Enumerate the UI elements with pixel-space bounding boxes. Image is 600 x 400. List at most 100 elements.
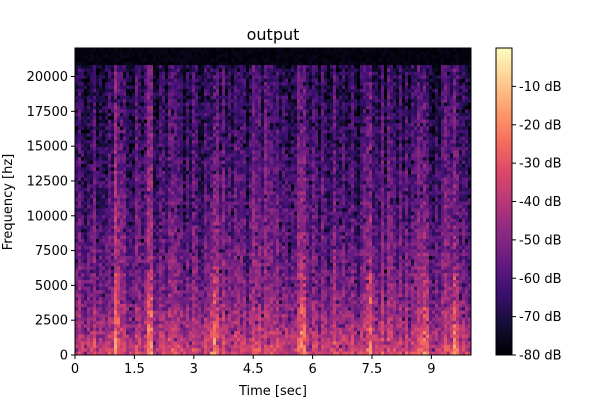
spectrogram-cell — [189, 266, 193, 271]
spectrogram-cell — [114, 215, 118, 219]
spectrogram-cell — [195, 51, 199, 56]
spectrogram-cell — [126, 143, 130, 148]
spectrogram-cell — [207, 307, 211, 312]
spectrogram-cell — [225, 211, 229, 216]
spectrogram-cell — [159, 133, 163, 138]
spectrogram-cell — [171, 184, 175, 189]
spectrogram-cell — [126, 204, 130, 209]
spectrogram-cell — [111, 300, 115, 305]
spectrogram-cell — [87, 184, 91, 189]
spectrogram-cell — [174, 317, 178, 322]
spectrogram-cell — [87, 225, 91, 230]
spectrogram-cell — [84, 331, 88, 335]
spectrogram-cell — [198, 273, 202, 277]
spectrogram-cell — [198, 129, 202, 134]
spectrogram-cell — [150, 303, 154, 308]
spectrogram-cell — [141, 320, 145, 325]
spectrogram-cell — [123, 116, 127, 121]
spectrogram-cell — [123, 54, 127, 59]
spectrogram-cell — [102, 300, 106, 305]
spectrogram-cell — [153, 61, 157, 66]
spectrogram-cell — [87, 58, 91, 63]
spectrogram-cell — [168, 105, 172, 110]
spectrogram-cell — [99, 286, 103, 291]
spectrogram-cell — [168, 344, 172, 349]
spectrogram-cell — [192, 348, 196, 352]
spectrogram-cell — [162, 119, 166, 124]
spectrogram-cell — [168, 109, 172, 114]
spectrogram-cell — [174, 331, 178, 335]
spectrogram-cell — [162, 327, 166, 332]
spectrogram-cell — [93, 351, 97, 355]
spectrogram-cell — [180, 119, 184, 124]
spectrogram-cell — [168, 235, 172, 240]
spectrogram-cell — [171, 65, 175, 69]
spectrogram-cell — [183, 286, 187, 291]
spectrogram-cell — [177, 92, 181, 97]
spectrogram-cell — [129, 286, 133, 291]
spectrogram-cell — [201, 341, 205, 346]
spectrogram-cell — [240, 129, 244, 134]
spectrogram-cell — [174, 310, 178, 315]
spectrogram-cell — [135, 218, 139, 223]
spectrogram-cell — [225, 92, 229, 97]
spectrogram-cell — [204, 109, 208, 114]
spectrogram-cell — [141, 170, 145, 175]
spectrogram-cell — [198, 58, 202, 63]
spectrogram-cell — [96, 54, 100, 59]
spectrogram-cell — [93, 221, 97, 226]
spectrogram-cell — [159, 119, 163, 124]
spectrogram-cell — [87, 174, 91, 179]
spectrogram-cell — [159, 344, 163, 349]
spectrogram-cell — [111, 286, 115, 291]
spectrogram-cell — [174, 286, 178, 291]
spectrogram-cell — [219, 184, 223, 189]
spectrogram-cell — [123, 344, 127, 349]
spectrogram-cell — [237, 65, 241, 69]
spectrogram-cell — [111, 65, 115, 69]
spectrogram-cell — [75, 174, 79, 179]
spectrogram-cell — [234, 211, 238, 216]
spectrogram-cell — [111, 102, 115, 107]
spectrogram-cell — [228, 337, 232, 342]
spectrogram-cell — [138, 320, 142, 325]
spectrogram-cell — [126, 116, 130, 121]
spectrogram-cell — [201, 297, 205, 301]
spectrogram-cell — [168, 133, 172, 138]
spectrogram-cell — [210, 51, 214, 56]
spectrogram-cell — [120, 283, 124, 288]
spectrogram-cell — [207, 61, 211, 66]
spectrogram-cell — [219, 58, 223, 63]
spectrogram-cell — [198, 181, 202, 185]
spectrogram-cell — [201, 65, 205, 69]
spectrogram-cell — [81, 153, 85, 158]
spectrogram-cell — [228, 300, 232, 305]
spectrogram-cell — [237, 245, 241, 250]
spectrogram-cell — [144, 286, 148, 291]
spectrogram-cell — [183, 58, 187, 63]
spectrogram-cell — [168, 198, 172, 202]
spectrogram-cell — [171, 167, 175, 172]
spectrogram-cell — [111, 303, 115, 308]
spectrogram-cell — [120, 348, 124, 352]
spectrogram-cell — [120, 276, 124, 281]
spectrogram-cell — [75, 143, 79, 148]
spectrogram-cell — [99, 245, 103, 250]
spectrogram-cell — [207, 239, 211, 243]
spectrogram-cell — [78, 119, 82, 124]
spectrogram-cell — [135, 102, 139, 107]
spectrogram-cell — [126, 95, 130, 100]
spectrogram-cell — [165, 201, 169, 206]
spectrogram-cell — [168, 303, 172, 308]
spectrogram-cell — [231, 334, 235, 339]
spectrogram-cell — [90, 112, 94, 117]
spectrogram-cell — [156, 232, 160, 237]
spectrogram-cell — [177, 170, 181, 175]
spectrogram-cell — [144, 102, 148, 107]
spectrogram-cell — [123, 68, 127, 73]
spectrogram-cell — [96, 269, 100, 274]
spectrogram-cell — [150, 153, 154, 158]
spectrogram-cell — [237, 181, 241, 185]
spectrogram-cell — [204, 95, 208, 100]
spectrogram-cell — [75, 283, 79, 288]
